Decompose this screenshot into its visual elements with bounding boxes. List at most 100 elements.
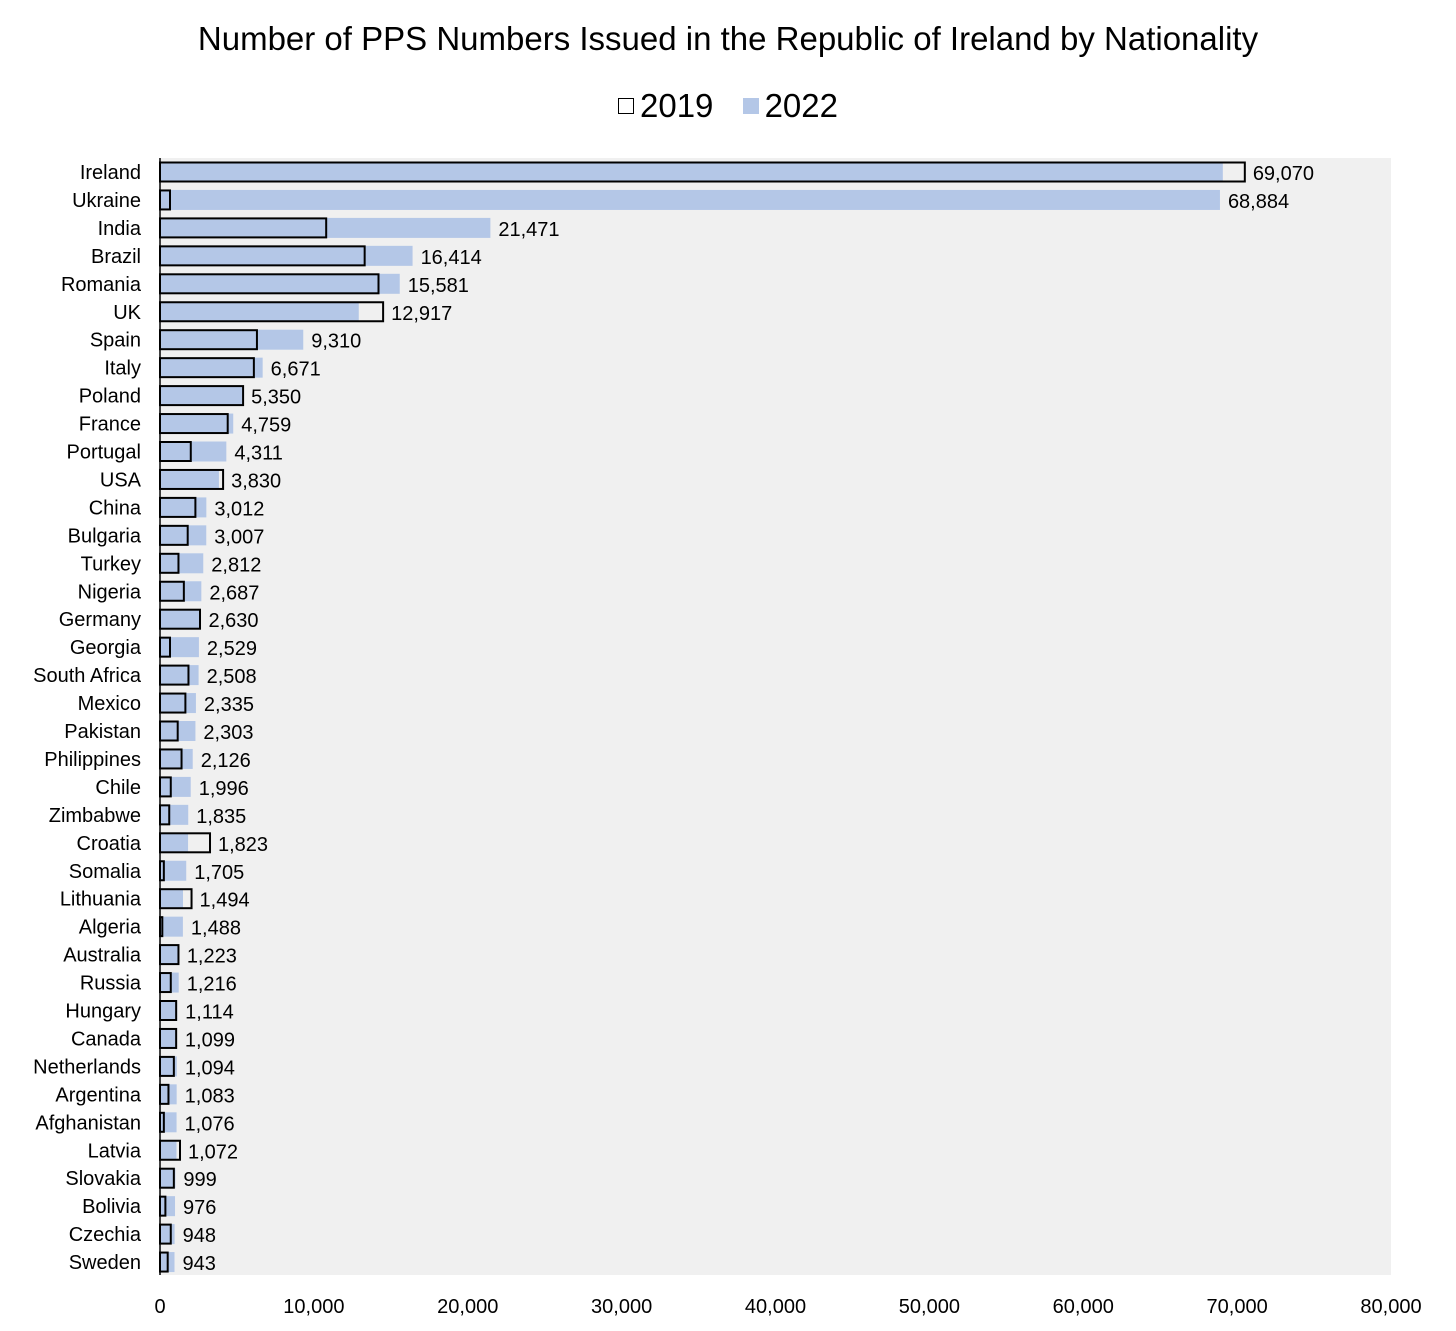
category-label: Hungary	[65, 1001, 141, 1023]
bar-2022	[160, 1028, 177, 1049]
data-label: 2,687	[209, 582, 259, 604]
bar-2022	[160, 1112, 177, 1133]
category-label: Latvia	[88, 1140, 142, 1162]
category-label: Pakistan	[64, 721, 141, 743]
bar-2022	[160, 441, 227, 462]
category-label: Bolivia	[82, 1196, 142, 1218]
category-label: Nigeria	[78, 581, 142, 603]
bar-2022	[160, 1224, 175, 1245]
bar-2022	[160, 581, 202, 602]
data-label: 2,303	[203, 722, 253, 744]
data-label: 69,070	[1253, 163, 1314, 185]
category-label: Slovakia	[65, 1168, 141, 1190]
category-label: Sweden	[69, 1252, 141, 1274]
data-label: 1,823	[218, 834, 268, 856]
category-label: Italy	[104, 358, 141, 380]
bar-2022	[160, 748, 193, 769]
bar-2022	[160, 1000, 178, 1021]
x-tick-label: 60,000	[1053, 1296, 1114, 1318]
bar-2022	[160, 693, 196, 714]
data-label: 1,083	[185, 1085, 235, 1107]
category-label: India	[98, 218, 142, 240]
data-label: 976	[183, 1197, 216, 1219]
data-label: 1,099	[185, 1029, 235, 1051]
bar-2022	[160, 1140, 177, 1161]
category-label: China	[89, 497, 142, 519]
data-label: 1,494	[200, 890, 250, 912]
x-tick-label: 20,000	[437, 1296, 498, 1318]
x-tick-label: 0	[154, 1296, 165, 1318]
data-label: 2,812	[211, 554, 261, 576]
data-label: 1,072	[188, 1141, 238, 1163]
bar-2022	[160, 189, 1220, 210]
category-label: Romania	[61, 274, 142, 296]
data-label: 21,471	[498, 219, 559, 241]
data-label: 999	[183, 1169, 216, 1191]
bar-2022	[160, 804, 189, 825]
data-label: 68,884	[1228, 191, 1289, 213]
x-tick-label: 50,000	[899, 1296, 960, 1318]
legend-label-2019: 2019	[639, 87, 714, 124]
data-label: 4,311	[234, 443, 283, 465]
data-label: 1,094	[185, 1057, 235, 1079]
legend-item-2019: 2019	[617, 87, 714, 125]
x-tick-label: 80,000	[1360, 1296, 1421, 1318]
data-label: 2,508	[207, 666, 257, 688]
category-label: Somalia	[69, 861, 142, 883]
category-label: Georgia	[70, 637, 142, 659]
data-label: 4,759	[241, 415, 291, 437]
bar-2022	[160, 553, 204, 574]
category-label: Bulgaria	[68, 525, 142, 547]
bar-2022	[160, 273, 400, 294]
legend-label-2022: 2022	[764, 87, 838, 124]
category-label: Zimbabwe	[49, 805, 141, 827]
x-tick-label: 30,000	[591, 1296, 652, 1318]
data-label: 948	[183, 1225, 216, 1247]
data-label: 12,917	[391, 303, 452, 325]
data-label: 2,529	[207, 638, 257, 660]
bar-2022	[160, 665, 199, 686]
plot-background	[160, 158, 1391, 1275]
data-label: 5,350	[251, 387, 301, 409]
bar-2022	[160, 637, 199, 658]
bar-2022	[160, 609, 201, 630]
data-label: 1,114	[185, 1002, 234, 1024]
data-label: 15,581	[408, 275, 469, 297]
category-label: France	[79, 414, 141, 436]
category-label: UK	[113, 302, 141, 324]
category-label: Poland	[79, 386, 141, 408]
category-label: Czechia	[69, 1224, 142, 1246]
category-label: Brazil	[91, 246, 141, 268]
data-label: 3,007	[214, 526, 264, 548]
legend: 2019 2022	[0, 84, 1456, 125]
category-label: South Africa	[33, 665, 142, 687]
data-label: 2,126	[201, 750, 251, 772]
category-label: Russia	[80, 973, 142, 995]
x-tick-label: 10,000	[283, 1296, 344, 1318]
data-label: 1,996	[199, 778, 249, 800]
data-label: 3,830	[231, 470, 281, 492]
x-tick-label: 70,000	[1207, 1296, 1268, 1318]
legend-item-2022: 2022	[742, 87, 838, 125]
bar-2022	[160, 245, 413, 266]
category-label: Afghanistan	[35, 1112, 141, 1134]
data-label: 943	[183, 1253, 216, 1275]
data-label: 1,488	[191, 918, 241, 940]
data-label: 9,310	[311, 331, 361, 353]
bar-2022	[160, 301, 359, 322]
bar-2022	[160, 497, 207, 518]
legend-swatch-2022	[742, 98, 759, 114]
category-label: Philippines	[44, 749, 141, 771]
bar-2022	[160, 832, 189, 853]
category-label: Ukraine	[72, 190, 141, 212]
bar-2022	[160, 1056, 177, 1077]
data-label: 1,223	[187, 946, 237, 968]
legend-swatch-2019	[617, 98, 634, 114]
bar-2022	[160, 888, 183, 909]
category-label: Mexico	[78, 693, 141, 715]
category-label: Argentina	[55, 1084, 141, 1106]
data-label: 3,012	[214, 498, 264, 520]
data-label: 6,671	[271, 359, 321, 381]
data-label: 2,630	[208, 610, 258, 632]
